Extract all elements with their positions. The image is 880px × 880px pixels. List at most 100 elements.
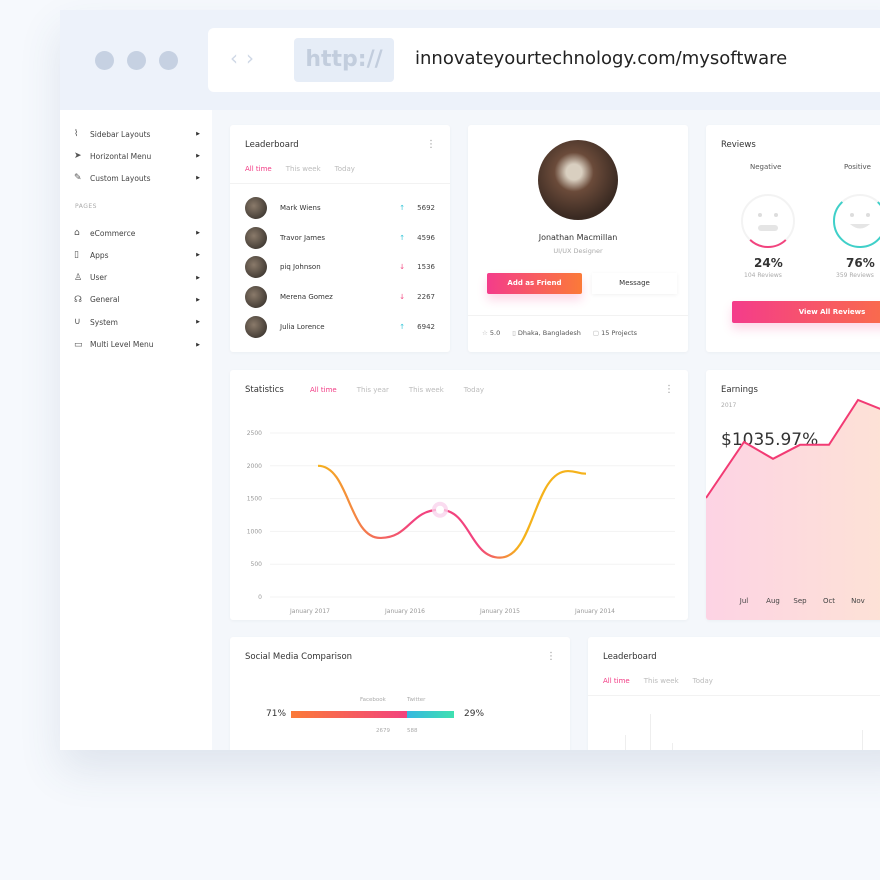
sidebar-item-label: Multi Level Menu [90,340,154,349]
browser-window: ‹› http:// innovateyourtechnology.com/my… [60,10,880,750]
sidebar: ⌇ Sidebar Layouts ▶ ➤ Horizontal Menu ▶ ✎ Custo… [60,110,212,750]
arrow-up-icon: ↑ [399,204,406,212]
leaderboard-row[interactable]: Julia Lorence ↑ 6942 [245,315,435,339]
window-dot-icon[interactable] [159,51,178,70]
card-title: Social Media Comparison [245,652,353,662]
location-pin-icon: ▯ [512,329,518,337]
avatar [245,256,267,279]
file-icon: ▢ [592,329,602,337]
y-tick-label: 500 [251,561,263,568]
social-comparison-card: Social Media Comparison ⋮ 71% 29% Facebo… [230,637,570,750]
facebook-count: 2679 [376,728,390,734]
sidebar-item-system[interactable]: ∪ System ▶ [74,313,200,331]
chevron-left-icon[interactable]: ‹ [230,46,246,70]
twitter-label: Twitter [407,697,426,703]
x-tick-label: January 2015 [479,608,520,615]
x-tick-label: January 2014 [574,608,615,615]
x-tick-label: Sep [793,597,807,605]
message-button[interactable]: Message [592,273,677,294]
sidebar-item-apps[interactable]: ▯ Apps ▶ [74,246,200,264]
caret-right-icon: ▶ [196,341,200,348]
leaderboard-row[interactable]: Mark Wiens ↑ 5692 [245,196,435,220]
headset-icon: ☊ [74,294,82,305]
leaderboard-row[interactable]: piq Johnson ↓ 1536 [245,255,435,279]
score: ↓ 1536 [399,263,435,272]
projects: ▢ 15 Projects [592,329,638,337]
location: ▯ Dhaka, Bangladesh [512,329,581,337]
sidebar-item-label: General [90,295,120,305]
negative-label: Negative [750,163,782,171]
sidebar-item-custom-layouts[interactable]: ✎ Custom Layouts ▶ [74,169,200,187]
profile-name: Jonathan Macmillan [538,233,618,242]
x-tick-label: January 2016 [384,608,425,615]
player-name: Julia Lorence [280,322,325,331]
arrow-up-icon: ↑ [399,322,406,331]
sidebar-item-sidebar-layouts[interactable]: ⌇ Sidebar Layouts ▶ [74,125,200,143]
comparison-bar [291,711,454,718]
player-name: Mark Wiens [280,204,321,212]
avatar [245,315,267,338]
more-icon[interactable]: ⋮ [664,384,674,395]
sidebar-item-user[interactable]: ♙ User ▶ [74,269,200,287]
tab-today[interactable]: Today [692,677,713,685]
user-icon: ♙ [74,272,83,283]
more-icon[interactable]: ⋮ [546,651,556,662]
chevron-right-icon[interactable]: › [246,46,262,70]
rating: ☆ 5.0 [482,329,501,337]
sidebar-item-ecommerce[interactable]: ⌂ eCommerce ▶ [74,224,200,242]
rss-icon: ⌇ [74,129,79,139]
positive-label: Positive [844,163,871,171]
y-tick-label: 0 [258,594,262,601]
player-name: Travor James [280,233,326,242]
more-icon[interactable]: ⋮ [426,139,436,150]
twitter-bar [406,711,454,718]
facebook-label: Facebook [360,697,386,703]
address-bar[interactable]: ‹› http:// innovateyourtechnology.com/my… [208,28,880,92]
x-tick-label: Jul [739,597,749,605]
profile-role: UI/UX Designer [553,247,603,255]
score: ↑ 6942 [399,322,435,331]
tab-all-time[interactable]: All time [310,386,337,394]
tab-today[interactable]: Today [463,386,485,394]
view-all-reviews-button[interactable]: View All Reviews [732,301,880,323]
caret-right-icon: ▶ [196,230,200,236]
tab-this-week[interactable]: This week [408,386,444,394]
x-tick-label: Oct [823,597,835,605]
earnings-card: Earnings 2017 $1035.97% Jul Aug Sep Oct Nov [706,370,880,620]
url-text[interactable]: innovateyourtechnology.com/mysoftware [415,48,788,69]
caret-right-icon: ▶ [196,296,200,303]
arrow-up-icon: ↑ [399,233,406,242]
tab-this-year[interactable]: This year [356,386,389,394]
facebook-bar [291,711,407,718]
caret-right-icon: ▶ [196,252,200,259]
happy-face-gauge [833,194,880,248]
sidebar-item-label: System [90,317,118,327]
section-label: PAGES [75,203,97,210]
window-dot-icon[interactable] [127,51,146,70]
leaderboard-row[interactable]: Travor James ↑ 4596 [245,226,435,250]
tab-all-time[interactable]: All time [603,677,630,685]
sidebar-item-multi-level-menu[interactable]: ▭ Multi Level Menu ▶ [74,336,200,354]
sidebar-item-horizontal-menu[interactable]: ➤ Horizontal Menu ▶ [74,147,200,165]
window-dot-icon[interactable] [95,51,114,70]
card-title: Leaderboard [245,140,299,150]
tab-this-week[interactable]: This week [643,677,679,685]
statistics-line [317,464,587,559]
avatar [245,226,267,249]
positive-percent: 76% [846,256,875,270]
sidebar-item-general[interactable]: ☊ General ▶ [74,291,200,309]
player-name: piq Johnson [280,263,321,272]
bag-icon: ⌂ [74,228,80,238]
tab-all-time[interactable]: All time [245,165,272,173]
negative-count: 104 Reviews [744,272,782,279]
highlight-point-center [436,505,444,514]
tab-this-week[interactable]: This week [285,165,321,173]
statistics-chart: 0 500 1000 1500 2000 2500 January 2017 January … [247,430,675,615]
arrow-down-icon: ↓ [399,293,406,302]
leaderboard-row[interactable]: Merena Gomez ↓ 2267 [245,285,435,309]
phone-icon: ▯ [74,250,79,261]
add-friend-button[interactable]: Add as Friend [487,273,582,294]
tab-today[interactable]: Today [334,165,355,173]
sidebar-item-label: eCommerce [90,228,136,238]
x-tick-label: Aug [766,597,780,605]
